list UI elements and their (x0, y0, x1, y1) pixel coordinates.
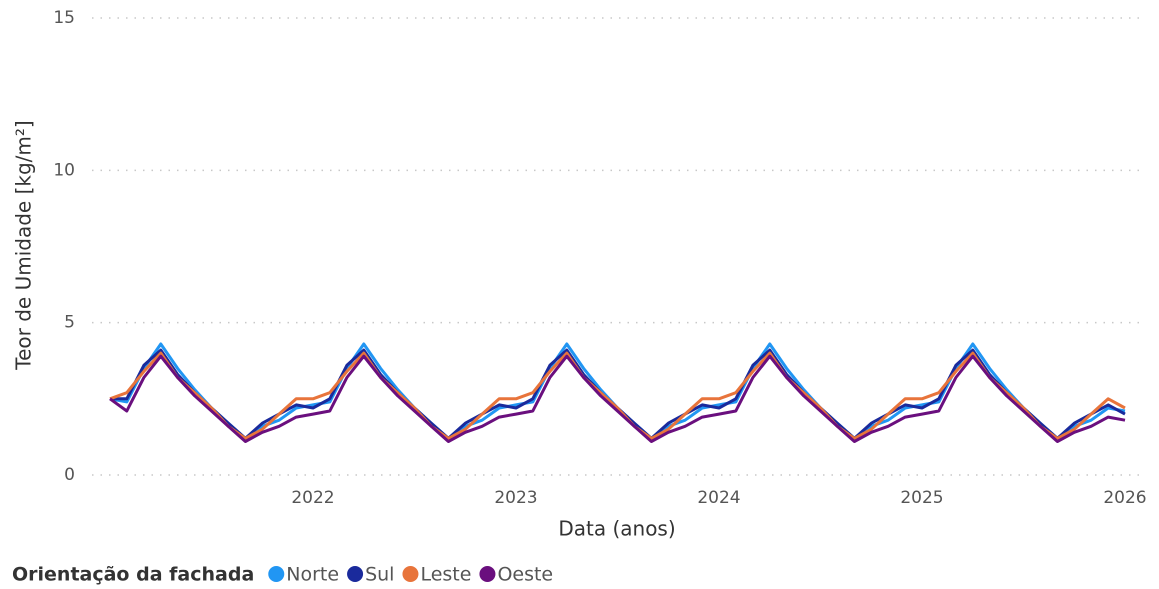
legend-title: Orientação da fachada (12, 564, 254, 586)
x-tick-label: 2023 (494, 488, 537, 508)
legend-marker (347, 566, 364, 582)
legend-label: Leste (420, 564, 471, 586)
series-line (110, 348, 1126, 440)
y-tick-label: 10 (53, 160, 75, 180)
y-tick-label: 5 (64, 313, 75, 333)
legend-label: Oeste (497, 564, 553, 586)
series-line (109, 351, 1126, 440)
series-line (109, 354, 1126, 443)
y-tick-label: 15 (53, 8, 75, 28)
x-axis-title: Data (anos) (558, 517, 675, 541)
x-tick-label: 2025 (900, 488, 943, 508)
y-tick-label: 0 (64, 465, 75, 485)
x-tick-label: 2026 (1103, 488, 1146, 508)
legend-label: Sul (365, 564, 394, 586)
legend-label: Norte (286, 564, 339, 586)
x-tick-label: 2024 (697, 488, 740, 508)
legend-marker (402, 566, 419, 582)
legend-marker (479, 566, 496, 582)
x-tick-label: 2022 (291, 488, 334, 508)
y-axis-title: Teor de Umidade [kg/m²] (12, 120, 36, 370)
legend-marker (268, 566, 285, 582)
